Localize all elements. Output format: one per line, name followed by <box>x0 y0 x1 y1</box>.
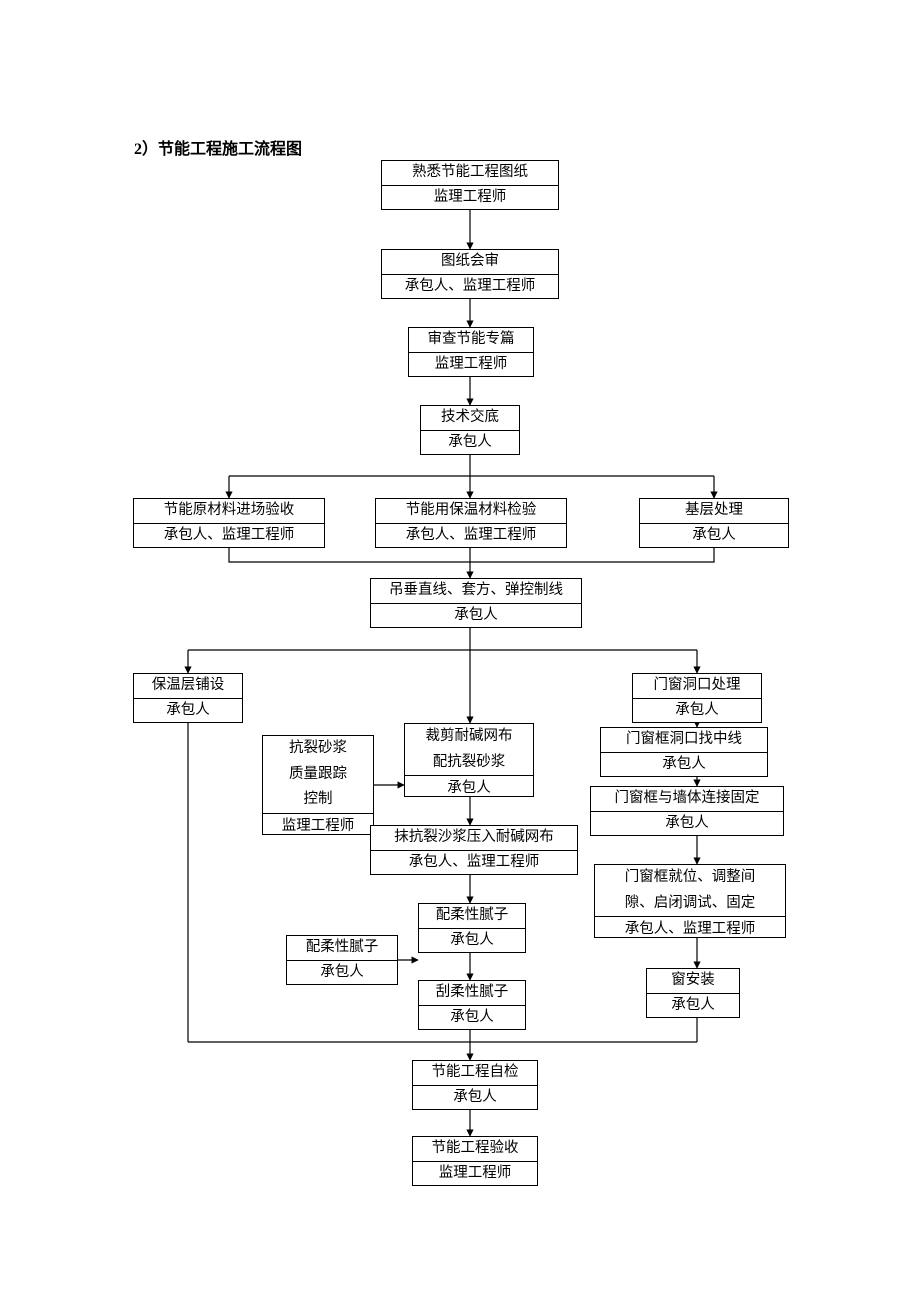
flow-node-row: 监理工程师 <box>413 1161 537 1186</box>
flow-node-n13: 节能工程验收监理工程师 <box>412 1136 538 1186</box>
flow-node-n3: 审查节能专篇监理工程师 <box>408 327 534 377</box>
flow-node-row: 承包人 <box>419 928 525 953</box>
flow-node-row: 节能工程自检 <box>413 1061 537 1085</box>
flow-node-n7a: 保温层铺设承包人 <box>133 673 243 723</box>
flow-node-row: 监理工程师 <box>382 185 558 210</box>
flow-node-row: 控制 <box>263 787 373 813</box>
flow-node-n12: 节能工程自检承包人 <box>412 1060 538 1110</box>
flow-node-row: 承包人、监理工程师 <box>595 916 785 943</box>
flow-node-n2: 图纸会审承包人、监理工程师 <box>381 249 559 299</box>
flow-node-row: 图纸会审 <box>382 250 558 274</box>
flow-node-row: 基层处理 <box>640 499 788 523</box>
flow-node-row: 熟悉节能工程图纸 <box>382 161 558 185</box>
flow-node-row: 承包人 <box>419 1005 525 1030</box>
flow-node-row: 质量跟踪 <box>263 762 373 788</box>
flow-node-row: 吊垂直线、套方、弹控制线 <box>371 579 581 603</box>
flow-node-n5b: 节能用保温材料检验承包人、监理工程师 <box>375 498 567 548</box>
flow-node-n5a: 节能原材料进场验收承包人、监理工程师 <box>133 498 325 548</box>
flow-node-row: 审查节能专篇 <box>409 328 533 352</box>
flow-node-row: 承包人 <box>413 1085 537 1110</box>
flow-node-row: 承包人、监理工程师 <box>371 850 577 875</box>
flow-node-n1: 熟悉节能工程图纸监理工程师 <box>381 160 559 210</box>
flow-node-row: 监理工程师 <box>409 352 533 377</box>
flow-node-row: 门窗框就位、调整间 <box>595 865 785 891</box>
flow-node-row: 承包人 <box>421 430 519 455</box>
flow-node-n11c: 窗安装承包人 <box>646 968 740 1018</box>
flow-node-n8c: 门窗框洞口找中线承包人 <box>600 727 768 777</box>
flow-node-n6: 吊垂直线、套方、弹控制线承包人 <box>370 578 582 628</box>
flow-node-row: 配柔性腻子 <box>287 936 397 960</box>
flow-node-n4: 技术交底承包人 <box>420 405 520 455</box>
flow-node-row: 抹抗裂沙浆压入耐碱网布 <box>371 826 577 850</box>
flow-node-row: 承包人 <box>287 960 397 985</box>
flow-node-n10b: 配柔性腻子承包人 <box>418 903 526 953</box>
diagram-title: 2）节能工程施工流程图 <box>134 135 302 159</box>
flow-edge <box>229 548 470 562</box>
flow-node-n5c: 基层处理承包人 <box>639 498 789 548</box>
flow-node-row: 承包人 <box>134 698 242 723</box>
flow-node-row: 承包人 <box>647 993 739 1018</box>
flow-node-row: 技术交底 <box>421 406 519 430</box>
flow-node-row: 承包人、监理工程师 <box>376 523 566 548</box>
flow-node-row: 承包人 <box>405 775 533 802</box>
flowchart-canvas: 2）节能工程施工流程图 熟悉节能工程图纸监理工程师图纸会审承包人、监理工程师审查… <box>0 0 920 1302</box>
flow-node-row: 承包人、监理工程师 <box>382 274 558 299</box>
flow-node-row: 隙、启闭调试、固定 <box>595 891 785 917</box>
flow-node-row: 抗裂砂浆 <box>263 736 373 762</box>
flow-node-row: 承包人 <box>371 603 581 628</box>
flow-node-row: 节能用保温材料检验 <box>376 499 566 523</box>
flow-node-row: 监理工程师 <box>263 813 373 840</box>
flow-node-row: 窗安装 <box>647 969 739 993</box>
flow-node-row: 承包人 <box>591 811 783 836</box>
flow-node-row: 裁剪耐碱网布 <box>405 724 533 750</box>
flow-node-row: 配抗裂砂浆 <box>405 750 533 776</box>
flow-node-row: 刮柔性腻子 <box>419 981 525 1005</box>
flow-node-n8b: 裁剪耐碱网布配抗裂砂浆承包人 <box>404 723 534 797</box>
flow-node-row: 配柔性腻子 <box>419 904 525 928</box>
flow-node-n9c: 门窗框与墙体连接固定承包人 <box>590 786 784 836</box>
flow-node-row: 承包人 <box>640 523 788 548</box>
flow-node-row: 节能原材料进场验收 <box>134 499 324 523</box>
flow-node-row: 门窗洞口处理 <box>633 674 761 698</box>
flow-node-row: 节能工程验收 <box>413 1137 537 1161</box>
flow-node-row: 承包人 <box>601 752 767 777</box>
flow-edge <box>470 548 714 562</box>
flow-node-nQC: 抗裂砂浆质量跟踪控制监理工程师 <box>262 735 374 835</box>
flow-node-n10c: 门窗框就位、调整间隙、启闭调试、固定承包人、监理工程师 <box>594 864 786 938</box>
flow-node-row: 承包人、监理工程师 <box>134 523 324 548</box>
flow-node-nFL: 配柔性腻子承包人 <box>286 935 398 985</box>
flow-node-row: 门窗框与墙体连接固定 <box>591 787 783 811</box>
flow-node-n9b: 抹抗裂沙浆压入耐碱网布承包人、监理工程师 <box>370 825 578 875</box>
flow-node-row: 门窗框洞口找中线 <box>601 728 767 752</box>
flow-node-row: 承包人 <box>633 698 761 723</box>
flow-node-n11b: 刮柔性腻子承包人 <box>418 980 526 1030</box>
flow-node-n7c: 门窗洞口处理承包人 <box>632 673 762 723</box>
flow-node-row: 保温层铺设 <box>134 674 242 698</box>
